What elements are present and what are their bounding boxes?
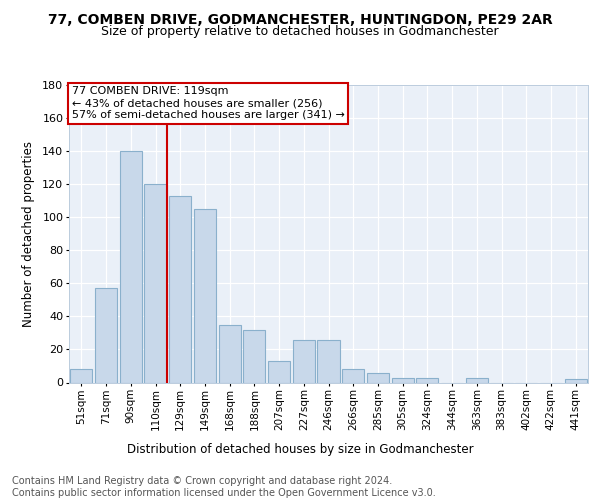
Bar bbox=[169, 196, 191, 382]
Bar bbox=[95, 288, 117, 382]
Bar bbox=[218, 324, 241, 382]
Bar bbox=[416, 378, 439, 382]
Text: Contains HM Land Registry data © Crown copyright and database right 2024.
Contai: Contains HM Land Registry data © Crown c… bbox=[12, 476, 436, 498]
Bar bbox=[317, 340, 340, 382]
Bar bbox=[342, 370, 364, 382]
Bar bbox=[243, 330, 265, 382]
Bar bbox=[293, 340, 315, 382]
Bar bbox=[367, 372, 389, 382]
Bar bbox=[392, 378, 414, 382]
Text: 77 COMBEN DRIVE: 119sqm
← 43% of detached houses are smaller (256)
57% of semi-d: 77 COMBEN DRIVE: 119sqm ← 43% of detache… bbox=[71, 86, 344, 120]
Bar bbox=[70, 370, 92, 382]
Bar bbox=[268, 361, 290, 382]
Bar bbox=[194, 209, 216, 382]
Bar bbox=[119, 151, 142, 382]
Bar bbox=[565, 379, 587, 382]
Text: 77, COMBEN DRIVE, GODMANCHESTER, HUNTINGDON, PE29 2AR: 77, COMBEN DRIVE, GODMANCHESTER, HUNTING… bbox=[47, 12, 553, 26]
Bar bbox=[466, 378, 488, 382]
Bar bbox=[145, 184, 167, 382]
Text: Distribution of detached houses by size in Godmanchester: Distribution of detached houses by size … bbox=[127, 442, 473, 456]
Y-axis label: Number of detached properties: Number of detached properties bbox=[22, 141, 35, 327]
Text: Size of property relative to detached houses in Godmanchester: Size of property relative to detached ho… bbox=[101, 25, 499, 38]
